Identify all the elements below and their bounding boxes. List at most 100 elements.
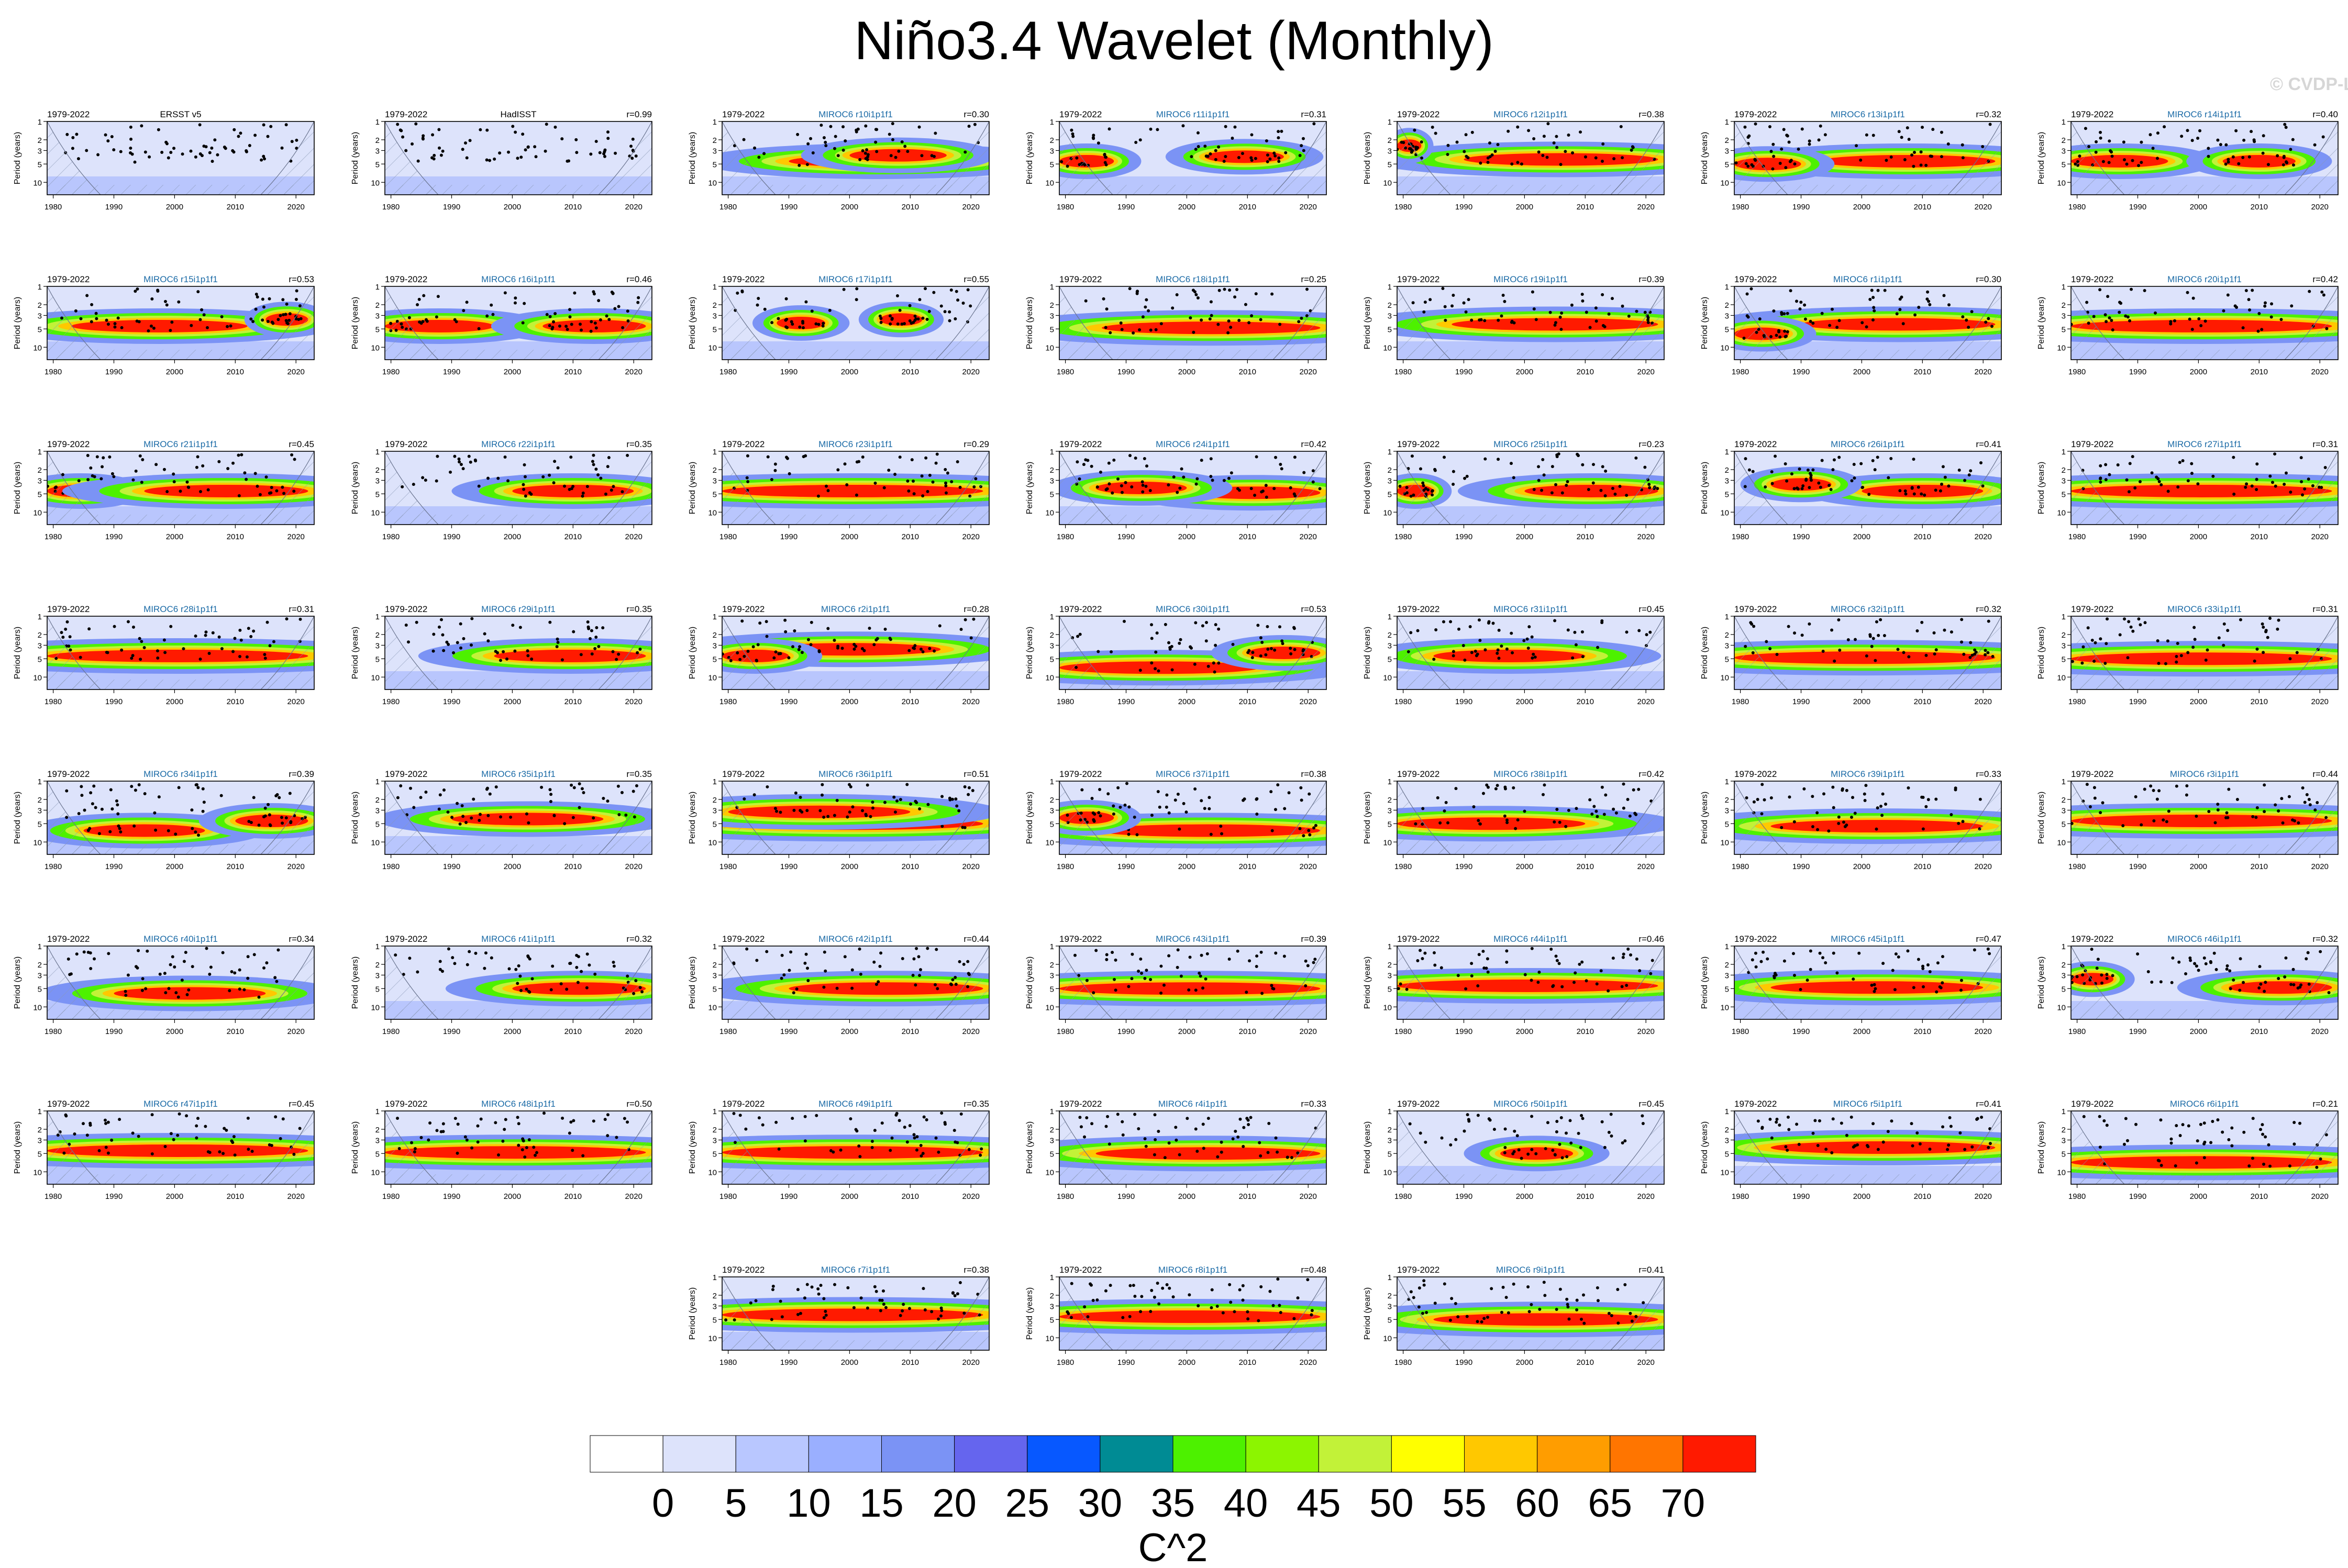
significance-dot	[560, 137, 564, 141]
x-tick-label: 2020	[287, 532, 305, 541]
significance-dot	[1078, 1116, 1082, 1119]
significance-dot	[2261, 151, 2265, 155]
significance-dot	[1192, 330, 1195, 334]
significance-dot	[2198, 129, 2202, 132]
significance-dot	[2186, 651, 2190, 654]
significance-dot	[568, 308, 572, 312]
x-tick-label: 2010	[902, 697, 919, 706]
power-contour	[2222, 154, 2296, 168]
significance-dot	[131, 625, 135, 629]
significance-dot	[1940, 155, 1943, 159]
significance-dot	[2299, 983, 2303, 987]
significance-dot	[1227, 958, 1231, 961]
significance-dot	[1300, 144, 1303, 148]
significance-dot	[850, 968, 854, 972]
y-tick-label: 1	[713, 118, 717, 127]
x-tick-label: 2010	[2251, 697, 2268, 706]
significance-dot	[2244, 288, 2248, 292]
significance-dot	[412, 806, 416, 809]
significance-dot	[1591, 481, 1595, 485]
y-tick-label: 2	[2062, 1126, 2066, 1135]
y-tick-label: 1	[1050, 118, 1054, 127]
significance-dot	[1204, 620, 1208, 624]
x-tick-label: 2020	[962, 532, 980, 541]
significance-dot	[1496, 784, 1499, 787]
significance-dot	[409, 786, 413, 790]
y-tick-label: 1	[1050, 777, 1054, 786]
significance-dot	[961, 301, 965, 305]
significance-dot	[1784, 335, 1787, 339]
significance-dot	[2255, 462, 2259, 466]
significance-dot	[806, 142, 810, 146]
power-contour	[494, 649, 646, 662]
panel-correlation: r=0.33	[1976, 769, 2001, 779]
significance-dot	[1210, 314, 1213, 317]
panel-period-label: 1979-2022	[1397, 934, 1439, 944]
significance-dot	[1128, 1284, 1132, 1287]
panel-frame	[1734, 1110, 2002, 1185]
y-tick-label: 1	[2062, 942, 2066, 951]
significance-dot	[804, 952, 808, 956]
significance-dot	[1500, 644, 1503, 648]
significance-dot	[757, 297, 760, 301]
significance-dot	[1280, 639, 1284, 643]
significance-dot	[1077, 974, 1081, 977]
significance-dot	[826, 489, 830, 493]
significance-dot	[1527, 1310, 1531, 1314]
panel-correlation: r=0.38	[1638, 109, 1664, 119]
y-axis-label: Period (years)	[351, 132, 360, 184]
significance-dot	[1935, 990, 1939, 994]
significance-dot	[1865, 654, 1868, 658]
significance-dot	[873, 1285, 877, 1288]
significance-dot	[1931, 128, 1935, 131]
significance-dot	[1279, 1311, 1282, 1315]
significance-dot	[478, 818, 481, 822]
significance-dot	[394, 953, 397, 957]
significance-dot	[1947, 1143, 1951, 1147]
significance-dot	[1155, 631, 1159, 635]
significance-dot	[1960, 618, 1964, 621]
significance-dot	[754, 1299, 758, 1303]
significance-dot	[1170, 668, 1174, 672]
significance-dot	[179, 490, 182, 493]
significance-dot	[892, 795, 896, 799]
significance-dot	[1625, 630, 1629, 634]
significance-dot	[1150, 637, 1154, 640]
significance-dot	[493, 157, 496, 161]
y-tick-label: 2	[1725, 301, 1729, 310]
x-tick-label: 1990	[1455, 1192, 1472, 1201]
significance-dot	[1967, 326, 1970, 329]
y-tick-label: 5	[38, 655, 42, 664]
significance-dot	[589, 152, 593, 156]
significance-dot	[635, 784, 638, 787]
significance-dot	[603, 1118, 607, 1121]
significance-dot	[1565, 1155, 1569, 1159]
y-axis-label: Period (years)	[13, 792, 22, 844]
significance-dot	[2156, 639, 2159, 643]
significance-dot	[486, 476, 490, 480]
significance-dot	[1898, 489, 1902, 493]
significance-dot	[1439, 966, 1443, 970]
significance-dot	[1305, 314, 1309, 318]
y-tick-label: 1	[375, 448, 380, 457]
significance-dot	[1596, 1299, 1600, 1303]
significance-dot	[1613, 492, 1617, 496]
panel-period-label: 1979-2022	[2071, 1099, 2113, 1109]
significance-dot	[2159, 483, 2163, 487]
significance-dot	[1260, 641, 1264, 644]
significance-dot	[2125, 478, 2129, 482]
significance-dot	[484, 951, 488, 955]
significance-dot	[1423, 301, 1427, 304]
significance-dot	[586, 620, 590, 624]
y-tick-label: 5	[2062, 985, 2066, 994]
significance-dot	[1143, 1137, 1147, 1141]
significance-dot	[1828, 324, 1832, 327]
y-tick-label: 1	[375, 942, 380, 951]
significance-dot	[1823, 133, 1827, 137]
significance-dot	[1227, 319, 1231, 323]
significance-dot	[1281, 642, 1284, 646]
y-tick-label: 10	[1045, 1334, 1054, 1343]
panel-period-label: 1979-2022	[1397, 1265, 1439, 1275]
significance-dot	[898, 308, 902, 312]
cone-of-influence-bottom	[2071, 515, 2338, 525]
